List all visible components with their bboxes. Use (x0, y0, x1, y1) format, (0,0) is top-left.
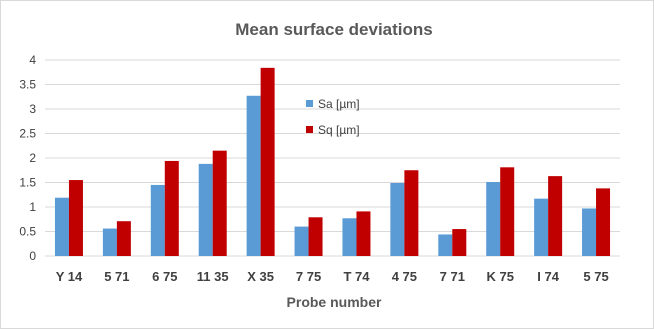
y-tick-label: 1 (29, 200, 36, 214)
bar-sa (198, 163, 213, 256)
chart-title: Mean surface deviations (235, 20, 432, 39)
y-tick-label: 3 (29, 102, 36, 116)
bars (54, 67, 611, 257)
x-category-label: 5 75 (583, 269, 608, 284)
bar-sa (534, 198, 549, 256)
x-category-label: Y 14 (56, 269, 83, 284)
bar-sa (54, 197, 69, 256)
bar-sa (438, 234, 453, 256)
x-category-label: 11 35 (197, 269, 229, 284)
bar-sa (486, 182, 501, 256)
legend-label: Sa [µm] (318, 97, 360, 111)
x-category-label: T 74 (343, 269, 370, 284)
bar-sq (596, 188, 611, 256)
legend-swatch (306, 100, 313, 107)
bar-sq (452, 229, 467, 256)
x-category-label: 5 71 (104, 269, 129, 284)
bar-sq (260, 67, 275, 256)
bar-sq (404, 170, 419, 256)
x-category-label: I 74 (537, 269, 559, 284)
x-category-label: X 35 (247, 269, 274, 284)
y-tick-label: 2.5 (19, 127, 36, 141)
y-tick-label: 0.5 (19, 225, 36, 239)
legend: Sa [µm] Sq [µm] (306, 97, 360, 137)
y-tick-label: 1.5 (19, 176, 36, 190)
legend-label: Sq [µm] (318, 123, 360, 137)
bar-sa (150, 184, 165, 256)
y-tick-label: 3.5 (19, 78, 36, 92)
bar-sa (294, 226, 309, 256)
x-category-label: 7 71 (440, 269, 465, 284)
bar-sq (356, 211, 371, 256)
bar-sq (548, 176, 563, 256)
bar-sq (308, 217, 323, 256)
x-category-label: 4 75 (392, 269, 417, 284)
bar-sa (102, 228, 117, 256)
y-axis-tick-labels: 0 0.5 1 1.5 2 2.5 3 3.5 4 (19, 53, 36, 263)
legend-swatch (306, 126, 313, 133)
bar-sa (582, 208, 597, 256)
x-axis-title: Probe number (287, 294, 382, 310)
x-axis-category-labels: Y 14 5 71 6 75 11 35 X 35 7 75 T 74 4 75 7 71 K 7… (56, 269, 609, 284)
y-tick-label: 4 (29, 53, 36, 67)
bar-sq (164, 160, 179, 256)
gridlines (45, 59, 620, 257)
x-category-label: 7 75 (296, 269, 321, 284)
bar-sa (246, 95, 261, 257)
bar-sq (68, 180, 83, 256)
bar-sq (500, 167, 515, 256)
bar-sa (390, 182, 405, 256)
bar-sq (116, 221, 131, 256)
x-category-label: K 75 (486, 269, 513, 284)
bar-sa (342, 218, 357, 256)
y-tick-label: 0 (29, 249, 36, 263)
x-category-label: 6 75 (152, 269, 177, 284)
y-tick-label: 2 (29, 151, 36, 165)
bar-sq (212, 150, 227, 256)
